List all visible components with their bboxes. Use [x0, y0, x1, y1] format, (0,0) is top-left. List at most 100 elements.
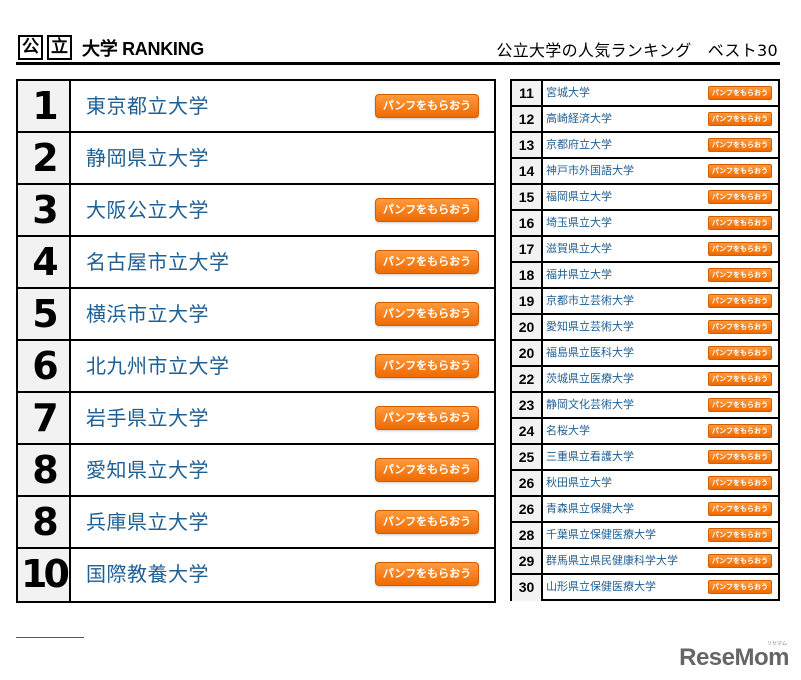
university-name-link[interactable]: 京都府立大学 — [546, 138, 612, 151]
university-name-link[interactable]: 名古屋市立大学 — [86, 250, 230, 274]
rank-number: 5 — [18, 289, 71, 339]
university-name-link[interactable]: 三重県立看護大学 — [546, 450, 634, 463]
rank-number: 10 — [18, 549, 71, 601]
ranking-row: 23 静岡文化芸術大学 パンフをもらおう — [512, 393, 778, 419]
request-pamphlet-button[interactable]: パンフをもらおう — [708, 398, 772, 412]
ranking-row: 26 青森県立保健大学 パンフをもらおう — [512, 497, 778, 523]
university-name-link[interactable]: 青森県立保健大学 — [546, 502, 634, 515]
university-name-link[interactable]: 岩手県立大学 — [86, 406, 209, 430]
ranking-row: 1 東京都立大学 パンフをもらおう — [18, 81, 494, 133]
university-name-link[interactable]: 福島県立医科大学 — [546, 346, 634, 359]
university-name-link[interactable]: 横浜市立大学 — [86, 302, 209, 326]
ranking-row: 4 名古屋市立大学 パンフをもらおう — [18, 237, 494, 289]
university-name-link[interactable]: 群馬県立県民健康科学大学 — [546, 554, 678, 567]
ranking-row: 11 宮城大学 パンフをもらおう — [512, 81, 778, 107]
university-name-link[interactable]: 滋賀県立大学 — [546, 242, 612, 255]
rank-number: 15 — [512, 185, 543, 209]
rank-number: 2 — [18, 133, 71, 183]
ranking-row: 16 埼玉県立大学 パンフをもらおう — [512, 211, 778, 237]
rank-number: 20 — [512, 315, 543, 339]
ranking-row: 8 兵庫県立大学 パンフをもらおう — [18, 497, 494, 549]
ranking-row: 3 大阪公立大学 パンフをもらおう — [18, 185, 494, 237]
university-name-link[interactable]: 兵庫県立大学 — [86, 510, 209, 534]
request-pamphlet-button[interactable]: パンフをもらおう — [708, 138, 772, 152]
request-pamphlet-button[interactable]: パンフをもらおう — [375, 198, 479, 222]
university-name-link[interactable]: 東京都立大学 — [86, 94, 209, 118]
university-name-link[interactable]: 埼玉県立大学 — [546, 216, 612, 229]
request-pamphlet-button[interactable]: パンフをもらおう — [375, 94, 479, 118]
request-pamphlet-button[interactable]: パンフをもらおう — [708, 476, 772, 490]
request-pamphlet-button[interactable]: パンフをもらおう — [375, 510, 479, 534]
rank-number: 8 — [18, 445, 71, 495]
request-pamphlet-button[interactable]: パンフをもらおう — [375, 250, 479, 274]
university-name-link[interactable]: 愛知県立芸術大学 — [546, 320, 634, 333]
university-name-link[interactable]: 高崎経済大学 — [546, 112, 612, 125]
request-pamphlet-button[interactable]: パンフをもらおう — [708, 450, 772, 464]
rank-number: 22 — [512, 367, 543, 391]
university-name-link[interactable]: 千葉県立保健医療大学 — [546, 528, 656, 541]
request-pamphlet-button[interactable]: パンフをもらおう — [708, 216, 772, 230]
request-pamphlet-button[interactable]: パンフをもらおう — [708, 86, 772, 100]
rank-number: 18 — [512, 263, 543, 287]
request-pamphlet-button[interactable]: パンフをもらおう — [708, 268, 772, 282]
resemom-logo[interactable]: ReseMom — [679, 644, 789, 671]
request-pamphlet-button[interactable]: パンフをもらおう — [708, 424, 772, 438]
request-pamphlet-button[interactable]: パンフをもらおう — [708, 502, 772, 516]
request-pamphlet-button[interactable]: パンフをもらおう — [375, 562, 479, 586]
ranking-row: 30 山形県立保健医療大学 パンフをもらおう — [512, 575, 778, 601]
rank-number: 8 — [18, 497, 71, 547]
university-name-link[interactable]: 大阪公立大学 — [86, 198, 209, 222]
request-pamphlet-button[interactable]: パンフをもらおう — [708, 554, 772, 568]
ranking-row: 19 京都市立芸術大学 パンフをもらおう — [512, 289, 778, 315]
rank-number: 16 — [512, 211, 543, 235]
university-name-link[interactable]: 福井県立大学 — [546, 268, 612, 281]
rank-number: 24 — [512, 419, 543, 443]
university-name-link[interactable]: 宮城大学 — [546, 86, 590, 99]
rank-number: 25 — [512, 445, 543, 469]
request-pamphlet-button[interactable]: パンフをもらおう — [708, 294, 772, 308]
rank-number: 4 — [18, 237, 71, 287]
university-name-link[interactable]: 国際教養大学 — [86, 562, 209, 586]
ranking-row: 2 静岡県立大学 — [18, 133, 494, 185]
rank-number: 28 — [512, 523, 543, 547]
university-name-link[interactable]: 北九州市立大学 — [86, 354, 230, 378]
university-name-link[interactable]: 京都市立芸術大学 — [546, 294, 634, 307]
ranking-row: 29 群馬県立県民健康科学大学 パンフをもらおう — [512, 549, 778, 575]
request-pamphlet-button[interactable]: パンフをもらおう — [708, 528, 772, 542]
ranking-row: 14 神戸市外国語大学 パンフをもらおう — [512, 159, 778, 185]
rank-number: 26 — [512, 497, 543, 521]
request-pamphlet-button[interactable]: パンフをもらおう — [375, 354, 479, 378]
ranking-row: 17 滋賀県立大学 パンフをもらおう — [512, 237, 778, 263]
request-pamphlet-button[interactable]: パンフをもらおう — [708, 112, 772, 126]
university-name-link[interactable]: 山形県立保健医療大学 — [546, 580, 656, 593]
request-pamphlet-button[interactable]: パンフをもらおう — [375, 302, 479, 326]
rank-number: 11 — [512, 81, 543, 105]
ranking-row: 24 名桜大学 パンフをもらおう — [512, 419, 778, 445]
university-name-link[interactable]: 静岡文化芸術大学 — [546, 398, 634, 411]
university-name-link[interactable]: 神戸市外国語大学 — [546, 164, 634, 177]
footer-divider — [16, 637, 84, 638]
rank-number: 29 — [512, 549, 543, 573]
request-pamphlet-button[interactable]: パンフをもらおう — [375, 406, 479, 430]
rank-number: 1 — [18, 81, 71, 131]
university-name-link[interactable]: 福岡県立大学 — [546, 190, 612, 203]
ranking-row: 28 千葉県立保健医療大学 パンフをもらおう — [512, 523, 778, 549]
brand-kana: リセマム — [766, 641, 787, 647]
university-name-link[interactable]: 愛知県立大学 — [86, 458, 209, 482]
university-name-link[interactable]: 秋田県立大学 — [546, 476, 612, 489]
ranking-row: 6 北九州市立大学 パンフをもらおう — [18, 341, 494, 393]
request-pamphlet-button[interactable]: パンフをもらおう — [375, 458, 479, 482]
university-name-link[interactable]: 静岡県立大学 — [86, 146, 209, 170]
request-pamphlet-button[interactable]: パンフをもらおう — [708, 580, 772, 594]
rank-number: 12 — [512, 107, 543, 131]
request-pamphlet-button[interactable]: パンフをもらおう — [708, 242, 772, 256]
request-pamphlet-button[interactable]: パンフをもらおう — [708, 346, 772, 360]
request-pamphlet-button[interactable]: パンフをもらおう — [708, 372, 772, 386]
request-pamphlet-button[interactable]: パンフをもらおう — [708, 164, 772, 178]
university-name-link[interactable]: 名桜大学 — [546, 424, 590, 437]
university-name-link[interactable]: 茨城県立医療大学 — [546, 372, 634, 385]
ranking-row: 5 横浜市立大学 パンフをもらおう — [18, 289, 494, 341]
request-pamphlet-button[interactable]: パンフをもらおう — [708, 190, 772, 204]
rank-number: 23 — [512, 393, 543, 417]
request-pamphlet-button[interactable]: パンフをもらおう — [708, 320, 772, 334]
